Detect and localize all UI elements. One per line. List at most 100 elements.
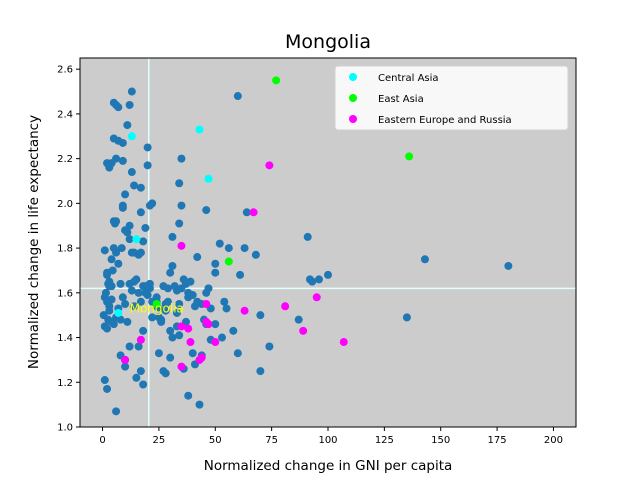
data-point xyxy=(134,342,143,351)
data-point xyxy=(233,92,242,101)
data-point xyxy=(123,121,132,130)
data-point xyxy=(116,279,125,288)
highlight-point xyxy=(177,362,186,371)
data-point xyxy=(139,380,148,389)
highlight-point xyxy=(281,302,290,311)
highlight-point xyxy=(197,353,206,362)
data-point xyxy=(233,349,242,358)
data-point xyxy=(218,333,227,342)
data-point xyxy=(168,261,177,270)
highlight-point xyxy=(177,322,186,331)
y-tick-label: 1.4 xyxy=(57,333,73,344)
y-tick-label: 2.6 xyxy=(57,65,73,76)
data-point xyxy=(303,232,312,241)
data-point xyxy=(112,248,121,257)
highlight-point xyxy=(186,338,195,347)
highlight-point xyxy=(299,326,308,335)
x-axis-label: Normalized change in GNI per capita xyxy=(204,458,453,474)
data-point xyxy=(175,331,184,340)
data-point xyxy=(175,219,184,228)
data-point xyxy=(172,308,181,317)
data-point xyxy=(224,244,233,253)
data-point xyxy=(130,181,139,190)
data-point xyxy=(229,326,238,335)
data-point xyxy=(251,250,260,259)
x-tick-label: 75 xyxy=(265,435,278,446)
data-point xyxy=(100,246,109,255)
data-point xyxy=(105,277,114,286)
data-point xyxy=(123,317,132,326)
legend: Central Asia East Asia Eastern Europe and … xyxy=(334,65,569,131)
data-point xyxy=(152,293,161,302)
x-tick-label: 100 xyxy=(318,435,337,446)
highlight-point xyxy=(224,257,233,266)
data-point xyxy=(143,161,152,170)
data-point xyxy=(125,342,134,351)
data-point xyxy=(130,277,139,286)
highlight-point xyxy=(184,324,193,333)
data-point xyxy=(294,315,303,324)
data-point xyxy=(168,333,177,342)
data-point xyxy=(125,235,134,244)
data-point xyxy=(220,297,229,306)
data-point xyxy=(112,217,121,226)
data-point xyxy=(136,208,145,217)
data-point xyxy=(141,223,150,232)
data-point xyxy=(211,320,220,329)
y-tick-label: 1.6 xyxy=(57,288,73,299)
data-point xyxy=(143,143,152,152)
data-point xyxy=(139,326,148,335)
x-tick-label: 0 xyxy=(99,435,105,446)
x-tick-label: 50 xyxy=(209,435,222,446)
data-point xyxy=(184,391,193,400)
data-point xyxy=(136,367,145,376)
data-point xyxy=(118,138,127,147)
legend-label: Central Asia xyxy=(378,73,439,84)
data-point xyxy=(136,248,145,257)
data-point xyxy=(186,277,195,286)
data-point xyxy=(130,302,139,311)
data-point xyxy=(121,300,130,308)
data-points xyxy=(99,76,513,416)
highlight-point xyxy=(249,208,258,217)
data-point xyxy=(118,201,127,210)
data-point xyxy=(121,362,130,371)
data-point xyxy=(204,284,213,293)
annotation-label: Mongolia xyxy=(130,301,184,315)
x-axis-ticks: 0 25 50 75 100 125 150 175 200 xyxy=(99,427,563,446)
data-point xyxy=(305,275,314,284)
highlight-point xyxy=(312,293,321,302)
data-point xyxy=(161,306,170,315)
data-point xyxy=(118,293,127,302)
data-point xyxy=(265,342,274,351)
data-point xyxy=(168,232,177,241)
data-point xyxy=(148,313,157,322)
x-tick-label: 125 xyxy=(375,435,394,446)
data-point xyxy=(118,156,127,165)
highlight-point xyxy=(204,174,213,183)
highlight-point xyxy=(127,132,136,141)
data-point xyxy=(141,282,150,291)
data-point xyxy=(125,100,134,109)
data-point xyxy=(177,201,186,210)
x-tick-label: 200 xyxy=(544,435,563,446)
y-axis-ticks: 1.0 1.2 1.4 1.6 1.8 2.0 2.2 2.4 2.6 xyxy=(57,65,80,434)
legend-marker xyxy=(349,73,357,81)
data-point xyxy=(127,87,136,96)
data-point xyxy=(175,300,184,308)
data-point xyxy=(314,275,323,284)
data-point xyxy=(420,255,429,264)
y-tick-label: 2.0 xyxy=(57,199,73,210)
x-tick-label: 25 xyxy=(153,435,166,446)
data-point xyxy=(175,179,184,188)
data-point xyxy=(117,244,126,253)
data-point xyxy=(136,297,145,306)
highlight-point xyxy=(136,335,145,344)
data-point xyxy=(105,163,114,172)
data-point xyxy=(184,288,193,297)
highlight-point xyxy=(121,355,130,364)
data-point xyxy=(240,244,249,253)
data-point xyxy=(136,183,145,192)
data-point xyxy=(100,376,109,385)
